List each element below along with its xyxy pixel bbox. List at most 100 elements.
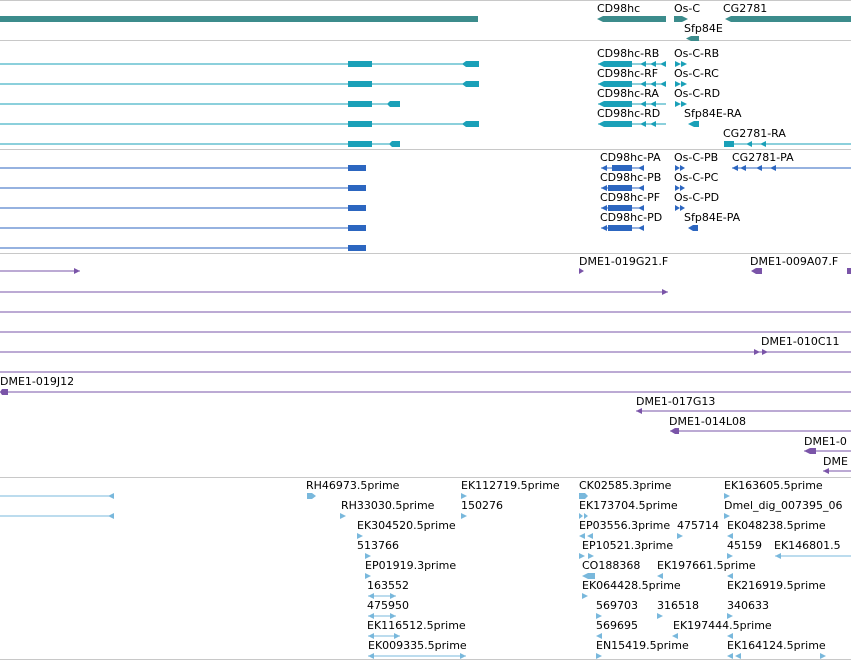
- est-label[interactable]: 513766: [357, 539, 399, 552]
- clone-feature-0[interactable]: [804, 448, 851, 454]
- est-label[interactable]: 163552: [367, 579, 409, 592]
- protein-label[interactable]: CD98hc-PA: [600, 151, 661, 164]
- est-label[interactable]: EK064428.5prime: [582, 579, 681, 592]
- est-label[interactable]: 150276: [461, 499, 503, 512]
- est-label[interactable]: EP01919.3prime: [365, 559, 456, 572]
- protein-label[interactable]: Os-C-PD: [674, 191, 719, 204]
- clone-label[interactable]: DME1-014L08: [669, 415, 746, 428]
- est-feature[interactable]: [461, 513, 467, 519]
- est-feature[interactable]: [357, 533, 363, 539]
- est-label[interactable]: 569695: [596, 619, 638, 632]
- est-label[interactable]: EK048238.5prime: [727, 519, 826, 532]
- gene-feature-cd98hc[interactable]: [597, 16, 666, 22]
- transcript-model[interactable]: [0, 81, 479, 87]
- gene-label-sfp84e[interactable]: Sfp84E: [684, 22, 723, 35]
- est-label[interactable]: EK009335.5prime: [368, 639, 467, 652]
- est-feature[interactable]: [657, 613, 663, 619]
- clone-label[interactable]: DME1-019J12: [0, 375, 74, 388]
- transcript-label[interactable]: CD98hc-RA: [597, 87, 659, 100]
- protein-label[interactable]: Sfp84E-PA: [684, 211, 741, 224]
- est-label[interactable]: EN15419.5prime: [596, 639, 689, 652]
- gene-feature-cd98hc-left[interactable]: [0, 16, 478, 22]
- est-label[interactable]: RH46973.5prime: [306, 479, 400, 492]
- transcript-label[interactable]: Os-C-RC: [674, 67, 719, 80]
- est-label[interactable]: 45159: [727, 539, 762, 552]
- protein-label[interactable]: CD98hc-PF: [600, 191, 660, 204]
- clone-feature-dme[interactable]: [823, 468, 851, 474]
- est-feature[interactable]: [727, 653, 741, 659]
- est-label[interactable]: CK02585.3prime: [579, 479, 672, 492]
- est-feature[interactable]: [727, 573, 733, 579]
- protein-model[interactable]: [0, 225, 366, 231]
- est-label[interactable]: EK173704.5prime: [579, 499, 678, 512]
- gene-feature-cg2781[interactable]: [725, 16, 851, 22]
- transcript-model-sfp84e-ra[interactable]: [688, 121, 699, 127]
- transcript-model[interactable]: [0, 141, 400, 147]
- transcript-model[interactable]: [0, 101, 400, 107]
- est-label[interactable]: EK216919.5prime: [727, 579, 826, 592]
- protein-model-os-c-pb[interactable]: [675, 165, 685, 171]
- gene-feature-os-c[interactable]: [674, 16, 688, 22]
- est-feature[interactable]: [0, 493, 114, 499]
- gene-label-cd98hc[interactable]: CD98hc: [597, 2, 640, 15]
- est-label[interactable]: RH33030.5prime: [341, 499, 435, 512]
- protein-model-cd98hc-pa[interactable]: [601, 165, 644, 171]
- protein-model-cg2781-pa[interactable]: [732, 165, 851, 171]
- protein-label[interactable]: CD98hc-PD: [600, 211, 662, 224]
- est-label[interactable]: EK112719.5prime: [461, 479, 560, 492]
- est-label[interactable]: EK304520.5prime: [357, 519, 456, 532]
- protein-model[interactable]: [0, 245, 366, 251]
- gene-feature-sfp84e[interactable]: [686, 36, 699, 41]
- est-feature[interactable]: [596, 653, 602, 659]
- clone-label[interactable]: DME1-0: [804, 435, 847, 448]
- protein-label[interactable]: CD98hc-PB: [600, 171, 661, 184]
- est-label[interactable]: CO188368: [582, 559, 640, 572]
- est-feature[interactable]: [724, 493, 730, 499]
- clone-feature-019j12[interactable]: [0, 389, 851, 395]
- transcript-model[interactable]: [0, 61, 479, 67]
- est-label[interactable]: EK197444.5prime: [673, 619, 772, 632]
- transcript-label[interactable]: Sfp84E-RA: [684, 107, 742, 120]
- est-feature[interactable]: [340, 513, 346, 519]
- est-feature[interactable]: [368, 633, 400, 639]
- est-feature[interactable]: [579, 533, 593, 539]
- transcript-model-cd98hc-rb[interactable]: [598, 61, 666, 67]
- est-feature[interactable]: [579, 553, 594, 559]
- est-feature[interactable]: [365, 573, 371, 579]
- est-feature[interactable]: [582, 573, 595, 579]
- protein-label[interactable]: Os-C-PC: [674, 171, 719, 184]
- protein-label[interactable]: Os-C-PB: [674, 151, 718, 164]
- est-feature[interactable]: [307, 493, 316, 499]
- est-label[interactable]: EK116512.5prime: [367, 619, 466, 632]
- est-label[interactable]: Dmel_dig_007395_06: [724, 499, 843, 512]
- clone-feature[interactable]: [0, 289, 668, 295]
- transcript-model-cd98hc-rd[interactable]: [598, 121, 666, 127]
- est-feature[interactable]: [657, 573, 663, 579]
- clone-label[interactable]: DME1-010C11: [761, 335, 840, 348]
- est-feature[interactable]: [775, 553, 851, 559]
- protein-model-cd98hc-pb[interactable]: [601, 185, 644, 191]
- transcript-label[interactable]: CD98hc-RB: [597, 47, 659, 60]
- clone-feature[interactable]: [0, 268, 80, 274]
- est-label[interactable]: 475714: [677, 519, 719, 532]
- clone-feature-014l08[interactable]: [670, 428, 851, 434]
- protein-model-os-c-pc[interactable]: [675, 185, 685, 191]
- clone-label[interactable]: DME1-017G13: [636, 395, 715, 408]
- transcript-label[interactable]: CD98hc-RF: [597, 67, 658, 80]
- protein-model-sfp84e-pa[interactable]: [688, 225, 698, 231]
- est-label[interactable]: 569703: [596, 599, 638, 612]
- est-feature[interactable]: [724, 513, 730, 519]
- clone-feature-019g21[interactable]: [579, 268, 584, 274]
- est-feature[interactable]: [596, 633, 602, 639]
- est-feature[interactable]: [579, 493, 588, 499]
- est-label[interactable]: 475950: [367, 599, 409, 612]
- est-feature[interactable]: [461, 493, 467, 499]
- protein-model-cd98hc-pd[interactable]: [601, 225, 644, 231]
- est-label[interactable]: EP03556.3prime: [579, 519, 670, 532]
- protein-model[interactable]: [0, 165, 366, 171]
- est-feature[interactable]: [582, 593, 588, 599]
- transcript-model-os-c-rc[interactable]: [675, 81, 687, 87]
- est-label[interactable]: EP10521.3prime: [582, 539, 673, 552]
- est-feature[interactable]: [596, 613, 602, 619]
- est-feature[interactable]: [727, 553, 733, 559]
